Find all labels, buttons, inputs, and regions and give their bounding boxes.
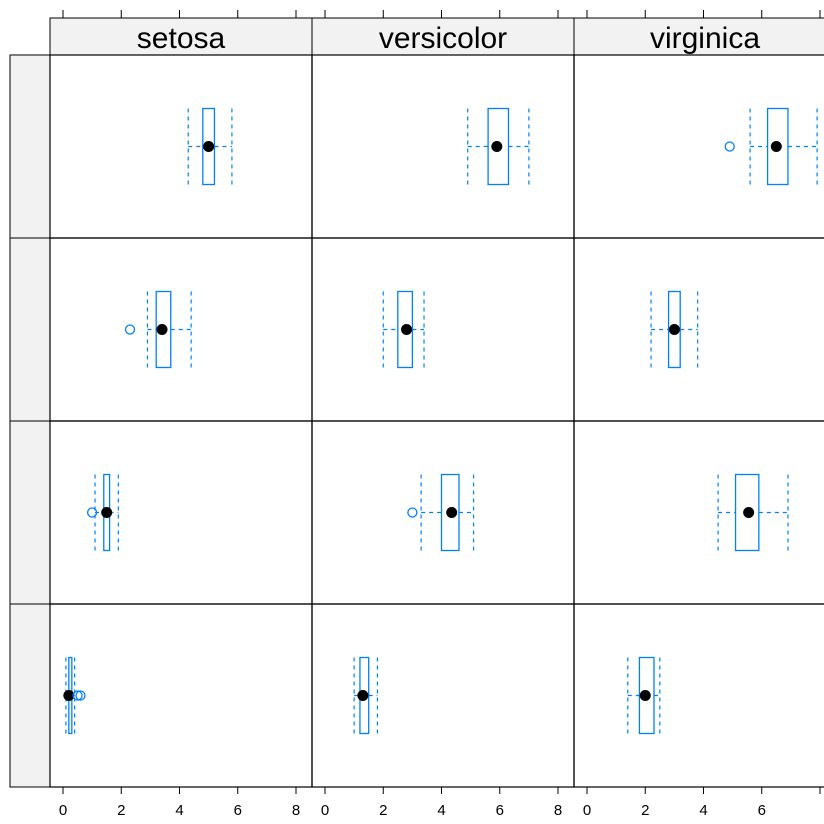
tick-label-virginica-2: 2 <box>641 802 649 819</box>
box-setosa-Sepal.Width <box>124 290 192 369</box>
box-versicolor-Sepal.Width <box>382 290 425 369</box>
tick-label-setosa-6: 6 <box>234 802 242 819</box>
iqr-box <box>202 107 216 186</box>
row-strip-Sepal.Length <box>9 54 51 239</box>
box-virginica-Sepal.Length <box>724 107 818 186</box>
strip-setosa <box>49 17 313 56</box>
tick-label-setosa-4: 4 <box>175 802 183 819</box>
iqr-box <box>734 473 760 552</box>
iqr-box <box>440 473 460 552</box>
strip-label-virginica: virginica <box>650 22 760 55</box>
iqr-box <box>397 290 414 369</box>
box-layer <box>63 107 818 735</box>
box-virginica-Petal.Width <box>627 656 661 735</box>
row-label-layer: Sepal.LengthSepal.WidthPetal.LengthPetal… <box>9 54 51 788</box>
tick-label-versicolor-6: 6 <box>496 802 504 819</box>
box-versicolor-Petal.Length <box>407 473 475 552</box>
tick-label-versicolor-2: 2 <box>379 802 387 819</box>
box-setosa-Petal.Length <box>86 473 119 552</box>
tick-label-setosa-2: 2 <box>117 802 125 819</box>
strip-label-setosa: setosa <box>137 22 226 55</box>
panel-setosa-Petal.Width <box>49 603 313 788</box>
median-dot <box>156 324 168 335</box>
panel-setosa-Petal.Length <box>49 420 313 605</box>
panel-layer <box>49 54 824 788</box>
median-dot <box>357 690 369 701</box>
panel-virginica-Petal.Width <box>573 603 824 788</box>
median-dot <box>203 141 215 152</box>
box-versicolor-Petal.Width <box>353 656 379 735</box>
panel-versicolor-Sepal.Width <box>311 237 575 422</box>
panel-virginica-Sepal.Width <box>573 237 824 422</box>
outlier-point <box>75 690 86 701</box>
median-dot <box>101 507 113 518</box>
box-setosa-Sepal.Length <box>187 107 233 186</box>
tick-label-setosa-0: 0 <box>59 802 67 819</box>
iqr-box <box>766 107 789 186</box>
tick-label-virginica-6: 6 <box>758 802 766 819</box>
row-strip-Petal.Length <box>9 420 51 605</box>
tick-label-versicolor-0: 0 <box>321 802 329 819</box>
tick-label-versicolor-4: 4 <box>437 802 445 819</box>
axis-layer: 0 2 4 6 8 0 2 4 6 8 0 2 4 6 <box>59 10 821 819</box>
outlier-point <box>124 324 136 335</box>
panel-versicolor-Petal.Width <box>311 603 575 788</box>
iqr-box <box>155 290 172 369</box>
tick-label-setosa-8: 8 <box>292 802 300 819</box>
median-dot <box>446 507 458 518</box>
tick-label-versicolor-8: 8 <box>554 802 562 819</box>
median-dot <box>401 324 413 335</box>
outlier-point <box>407 507 418 518</box>
box-setosa-Petal.Width <box>63 656 86 735</box>
outlier-point <box>724 141 735 152</box>
iqr-box <box>667 290 681 369</box>
row-strip-Sepal.Width <box>9 237 51 422</box>
strip-versicolor <box>311 17 575 56</box>
tick-label-virginica-4: 4 <box>699 802 707 819</box>
row-strip-Petal.Width <box>9 603 51 788</box>
iqr-box <box>487 107 510 186</box>
median-dot <box>639 690 651 701</box>
panel-versicolor-Sepal.Length <box>311 54 575 239</box>
box-versicolor-Sepal.Length <box>467 107 530 186</box>
median-dot <box>668 324 680 335</box>
panel-setosa-Sepal.Length <box>49 54 313 239</box>
strip-label-versicolor: versicolor <box>379 22 507 55</box>
tick-label-virginica-0: 0 <box>583 802 591 819</box>
box-virginica-Sepal.Width <box>650 290 699 369</box>
panel-versicolor-Petal.Length <box>311 420 575 605</box>
median-dot <box>63 690 75 701</box>
box-virginica-Petal.Length <box>717 473 789 552</box>
outlier-point <box>72 690 83 701</box>
outlier-point <box>86 507 98 518</box>
median-dot <box>770 141 782 152</box>
median-dot <box>491 141 503 152</box>
strip-layer: setosa versicolor virginica <box>49 17 824 56</box>
iqr-box <box>638 656 655 735</box>
panel-virginica-Sepal.Length <box>573 54 824 239</box>
median-dot <box>743 507 755 518</box>
